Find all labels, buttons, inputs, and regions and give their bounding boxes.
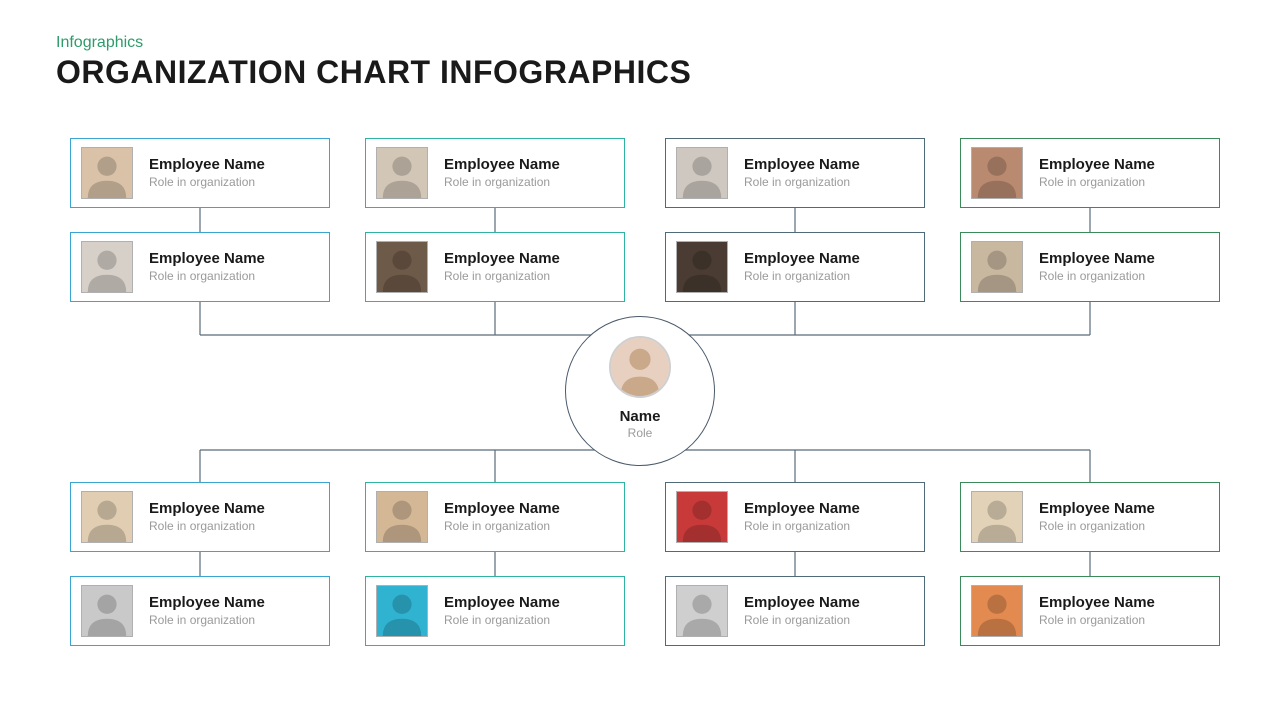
avatar: [676, 585, 728, 637]
employee-text: Employee NameRole in organization: [444, 251, 560, 284]
employee-card: Employee NameRole in organization: [960, 482, 1220, 552]
employee-role: Role in organization: [744, 175, 860, 189]
header-title: ORGANIZATION CHART INFOGRAPHICS: [56, 54, 691, 91]
employee-role: Role in organization: [444, 175, 560, 189]
employee-name: Employee Name: [444, 157, 560, 174]
employee-role: Role in organization: [149, 175, 265, 189]
employee-role: Role in organization: [744, 269, 860, 283]
employee-text: Employee NameRole in organization: [149, 157, 265, 190]
employee-text: Employee NameRole in organization: [444, 595, 560, 628]
employee-card: Employee NameRole in organization: [665, 232, 925, 302]
employee-card: Employee NameRole in organization: [960, 232, 1220, 302]
employee-role: Role in organization: [149, 613, 265, 627]
avatar: [971, 585, 1023, 637]
employee-role: Role in organization: [1039, 519, 1155, 533]
employee-role: Role in organization: [744, 613, 860, 627]
employee-role: Role in organization: [444, 519, 560, 533]
employee-role: Role in organization: [1039, 269, 1155, 283]
employee-text: Employee NameRole in organization: [149, 595, 265, 628]
employee-card: Employee NameRole in organization: [365, 576, 625, 646]
employee-name: Employee Name: [444, 251, 560, 268]
employee-text: Employee NameRole in organization: [744, 595, 860, 628]
org-chart: Employee NameRole in organizationEmploye…: [0, 120, 1280, 700]
avatar: [376, 491, 428, 543]
employee-text: Employee NameRole in organization: [1039, 501, 1155, 534]
employee-card: Employee NameRole in organization: [70, 232, 330, 302]
employee-text: Employee NameRole in organization: [1039, 157, 1155, 190]
employee-name: Employee Name: [1039, 251, 1155, 268]
employee-name: Employee Name: [1039, 157, 1155, 174]
employee-text: Employee NameRole in organization: [1039, 595, 1155, 628]
employee-name: Employee Name: [1039, 501, 1155, 518]
employee-role: Role in organization: [1039, 175, 1155, 189]
employee-name: Employee Name: [149, 595, 265, 612]
employee-role: Role in organization: [744, 519, 860, 533]
employee-text: Employee NameRole in organization: [744, 251, 860, 284]
avatar: [971, 241, 1023, 293]
employee-name: Employee Name: [744, 251, 860, 268]
employee-name: Employee Name: [149, 251, 265, 268]
employee-card: Employee NameRole in organization: [70, 576, 330, 646]
employee-role: Role in organization: [149, 519, 265, 533]
employee-name: Employee Name: [149, 501, 265, 518]
employee-name: Employee Name: [444, 501, 560, 518]
employee-text: Employee NameRole in organization: [744, 157, 860, 190]
employee-name: Employee Name: [744, 501, 860, 518]
avatar: [971, 147, 1023, 199]
employee-card: Employee NameRole in organization: [665, 138, 925, 208]
employee-text: Employee NameRole in organization: [149, 251, 265, 284]
employee-name: Employee Name: [1039, 595, 1155, 612]
employee-text: Employee NameRole in organization: [444, 157, 560, 190]
employee-card: Employee NameRole in organization: [70, 482, 330, 552]
employee-card: Employee NameRole in organization: [665, 576, 925, 646]
employee-card: Employee NameRole in organization: [365, 232, 625, 302]
avatar: [81, 585, 133, 637]
avatar: [676, 241, 728, 293]
center-node: Name Role: [565, 316, 715, 466]
employee-card: Employee NameRole in organization: [960, 576, 1220, 646]
employee-text: Employee NameRole in organization: [1039, 251, 1155, 284]
employee-name: Employee Name: [744, 595, 860, 612]
header-subtitle: Infographics: [56, 34, 691, 52]
employee-text: Employee NameRole in organization: [744, 501, 860, 534]
employee-card: Employee NameRole in organization: [665, 482, 925, 552]
employee-card: Employee NameRole in organization: [365, 482, 625, 552]
avatar: [676, 147, 728, 199]
employee-name: Employee Name: [744, 157, 860, 174]
employee-role: Role in organization: [444, 613, 560, 627]
avatar: [609, 336, 671, 398]
employee-role: Role in organization: [444, 269, 560, 283]
avatar: [376, 241, 428, 293]
employee-card: Employee NameRole in organization: [365, 138, 625, 208]
avatar: [81, 147, 133, 199]
employee-role: Role in organization: [1039, 613, 1155, 627]
center-role: Role: [628, 426, 653, 440]
employee-text: Employee NameRole in organization: [149, 501, 265, 534]
avatar: [676, 491, 728, 543]
employee-name: Employee Name: [149, 157, 265, 174]
employee-card: Employee NameRole in organization: [70, 138, 330, 208]
employee-card: Employee NameRole in organization: [960, 138, 1220, 208]
avatar: [376, 585, 428, 637]
avatar: [81, 491, 133, 543]
avatar: [376, 147, 428, 199]
employee-name: Employee Name: [444, 595, 560, 612]
employee-role: Role in organization: [149, 269, 265, 283]
center-name: Name: [620, 408, 661, 425]
header: Infographics ORGANIZATION CHART INFOGRAP…: [56, 34, 691, 91]
avatar: [81, 241, 133, 293]
employee-text: Employee NameRole in organization: [444, 501, 560, 534]
avatar: [971, 491, 1023, 543]
